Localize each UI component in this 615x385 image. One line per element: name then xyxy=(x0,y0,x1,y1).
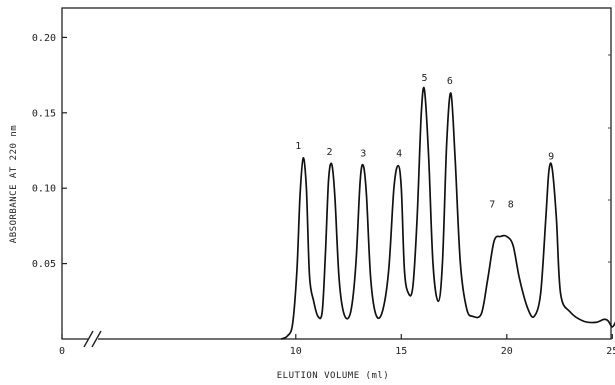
peak-label-4: 4 xyxy=(396,149,402,160)
x-axis-ticks: 0 10 15 20 25 xyxy=(59,334,615,357)
x-tick-label: 0 xyxy=(59,346,65,357)
peak-labels: 12345678910 xyxy=(295,73,554,210)
elution-trace xyxy=(280,86,615,340)
peak-label-7: 7 xyxy=(489,199,495,210)
y-tick-label: 0.15 xyxy=(32,108,56,119)
peak-label-1: 1 xyxy=(295,141,301,152)
y-tick-label: 0.10 xyxy=(32,184,56,195)
x-tick-label: 15 xyxy=(395,346,407,357)
peak-label-9: 9 xyxy=(548,152,554,163)
y-axis-label: ABSORBANCE AT 220 nm xyxy=(9,125,19,243)
peak-label-5: 5 xyxy=(421,73,427,84)
peak-label-2: 2 xyxy=(327,147,333,158)
plot-frame xyxy=(61,7,612,340)
break-slash-right xyxy=(91,330,102,348)
absorbance-line xyxy=(280,86,615,340)
peak-label-8: 8 xyxy=(508,199,514,210)
axis-gap xyxy=(88,335,98,343)
x-tick-label: 20 xyxy=(501,346,513,357)
y-tick-label: 0.05 xyxy=(32,259,56,270)
break-slash-left xyxy=(83,330,94,348)
y-axis-ticks: 0.05 0.10 0.15 0.20 xyxy=(32,33,611,270)
peak-label-3: 3 xyxy=(360,149,366,160)
plot-border xyxy=(61,7,612,340)
x-tick-label: 25 xyxy=(606,346,615,357)
x-axis-label: ELUTION VOLUME (ml) xyxy=(277,371,389,381)
axis-break-mark xyxy=(83,330,102,348)
peak-label-6: 6 xyxy=(447,76,453,87)
y-tick-label: 0.20 xyxy=(32,33,56,44)
x-tick-label: 10 xyxy=(290,346,302,357)
